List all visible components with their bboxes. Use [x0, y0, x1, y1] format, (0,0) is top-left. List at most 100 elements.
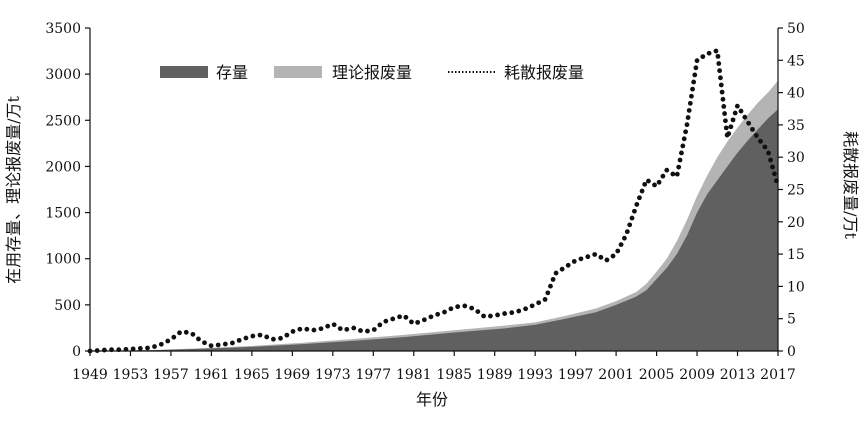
dot-marker — [622, 235, 627, 241]
x-tick-label: 1969 — [275, 367, 311, 383]
dot-marker — [304, 326, 310, 332]
dot-marker — [442, 309, 447, 315]
dot-marker — [297, 326, 303, 332]
y-left-tick-label: 0 — [72, 344, 81, 360]
dot-marker — [455, 304, 461, 310]
dot-marker — [715, 53, 721, 59]
x-tick-label: 1985 — [436, 367, 472, 383]
dot-marker — [742, 114, 748, 120]
dot-marker — [634, 202, 640, 207]
dot-marker — [728, 124, 734, 130]
dot-marker — [718, 75, 723, 81]
y-axis-left-title: 在用存量、理论报废量/万t — [4, 96, 23, 284]
dot-marker — [730, 117, 736, 123]
dot-marker — [542, 297, 548, 302]
dot-marker — [624, 229, 630, 235]
dot-marker — [604, 257, 610, 263]
dot-marker — [358, 328, 363, 333]
dot-marker — [750, 126, 755, 132]
dot-marker — [746, 120, 752, 126]
dot-marker — [311, 327, 317, 333]
dot-marker — [670, 171, 676, 177]
dot-marker — [475, 309, 481, 314]
x-tick-label: 1993 — [517, 367, 553, 383]
dot-marker — [680, 143, 686, 149]
y-left-tick-label: 3000 — [45, 67, 81, 83]
dot-marker — [686, 108, 692, 113]
dot-marker — [681, 136, 687, 142]
dot-marker — [183, 329, 189, 335]
dot-marker — [435, 311, 441, 317]
dot-marker — [222, 341, 228, 347]
y-right-tick-label: 25 — [787, 183, 805, 199]
y-right-tick-label: 15 — [787, 247, 805, 263]
dot-marker — [196, 336, 201, 342]
dot-marker — [397, 314, 402, 320]
legend-label-theoretical: 理论报废量 — [332, 63, 412, 82]
y-right-tick-label: 10 — [787, 279, 805, 295]
y-left-tick-label: 1500 — [45, 206, 81, 222]
y-right-tick-label: 50 — [787, 21, 805, 37]
dot-marker — [250, 333, 256, 339]
dot-marker — [448, 306, 454, 312]
y-left-tick-label: 1000 — [45, 252, 81, 268]
dot-marker — [130, 346, 136, 352]
x-tick-label: 1953 — [113, 367, 149, 383]
dot-marker — [720, 96, 726, 102]
dot-marker — [215, 342, 221, 348]
dot-marker — [516, 308, 522, 314]
dot-marker — [692, 72, 698, 78]
dot-marker — [318, 326, 324, 332]
dot-marker — [706, 50, 712, 56]
x-axis-title: 年份 — [416, 390, 448, 409]
dot-marker — [165, 338, 171, 344]
dot-marker — [637, 195, 642, 201]
y-right-tick-label: 35 — [787, 118, 805, 134]
dot-marker — [158, 341, 164, 347]
dot-marker — [762, 144, 768, 150]
dot-marker — [171, 334, 177, 340]
dot-marker — [713, 48, 719, 54]
dot-marker — [766, 150, 771, 156]
dot-marker — [578, 256, 584, 262]
dot-marker — [719, 89, 725, 95]
legend-label-stock: 存量 — [216, 63, 248, 82]
legend-swatch-theoretical — [274, 66, 322, 78]
x-tick-label: 1973 — [315, 367, 351, 383]
dot-marker — [488, 313, 493, 319]
dot-marker — [585, 254, 591, 260]
dot-marker — [768, 157, 773, 163]
dot-marker — [642, 181, 648, 187]
dot-marker — [700, 54, 706, 60]
y-right-tick-label: 20 — [787, 215, 805, 231]
dot-marker — [722, 111, 727, 116]
y-right-tick-label: 45 — [787, 53, 805, 69]
dot-marker — [351, 325, 357, 331]
dot-marker — [723, 118, 728, 124]
dot-marker — [469, 305, 475, 311]
dot-marker — [721, 104, 727, 109]
dot-marker — [691, 79, 697, 85]
dot-marker — [325, 323, 331, 329]
x-tick-label: 1965 — [234, 367, 270, 383]
x-tick-label: 1961 — [194, 367, 230, 383]
dot-marker — [529, 303, 535, 309]
dot-marker — [674, 171, 680, 177]
x-tick-label: 2009 — [679, 367, 715, 383]
dot-marker — [284, 332, 290, 338]
dot-marker — [717, 68, 723, 74]
dot-marker — [383, 318, 389, 324]
dot-marker — [683, 129, 688, 135]
dot-marker — [629, 215, 635, 221]
dot-marker — [278, 335, 283, 341]
dot-marker — [726, 131, 732, 137]
dot-marker — [202, 340, 207, 346]
y-left-tick-label: 500 — [54, 298, 81, 314]
dot-marker — [371, 327, 377, 332]
dot-marker — [772, 171, 777, 177]
dot-marker — [236, 337, 242, 343]
dot-marker — [415, 319, 421, 325]
dot-marker — [716, 61, 722, 66]
dot-marker — [337, 326, 343, 331]
